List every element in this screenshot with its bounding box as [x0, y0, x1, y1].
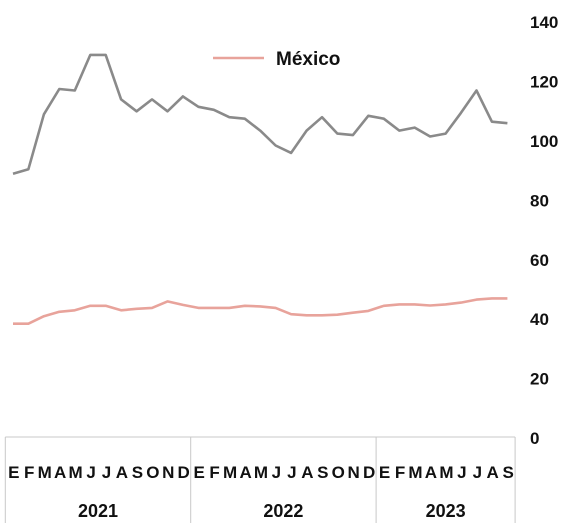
x-tick-label: N	[162, 463, 174, 482]
series-layer	[12, 53, 508, 326]
y-tick-label: 120	[530, 73, 558, 92]
x-tick-label: A	[54, 463, 66, 482]
x-tick-label: A	[301, 463, 313, 482]
x-tick-label: M	[223, 463, 237, 482]
x-tick-label: S	[503, 463, 514, 482]
x-tick-label: D	[178, 463, 190, 482]
x-tick-label: N	[348, 463, 360, 482]
x-tick-label: A	[239, 463, 251, 482]
x-tick-label: F	[395, 463, 405, 482]
x-tick-label: S	[317, 463, 328, 482]
x-tick-label: J	[457, 463, 466, 482]
y-tick-label: 100	[530, 132, 558, 151]
series-line-unnamed-0	[12, 53, 508, 175]
x-tick-label: J	[473, 463, 482, 482]
x-year-label: 2022	[263, 501, 303, 521]
x-tick-label: M	[69, 463, 83, 482]
x-tick-label: M	[38, 463, 52, 482]
legend-label-mexico: México	[276, 49, 340, 70]
x-tick-label: O	[332, 463, 345, 482]
x-tick-label: F	[209, 463, 219, 482]
x-tick-label: J	[86, 463, 95, 482]
x-tick-label: M	[439, 463, 453, 482]
y-tick-label: 140	[530, 13, 558, 32]
x-year-label: 2023	[426, 501, 466, 521]
x-tick-label: S	[132, 463, 143, 482]
x-tick-label: D	[363, 463, 375, 482]
x-tick-label: E	[8, 463, 19, 482]
x-tick-label: A	[425, 463, 437, 482]
y-tick-label: 20	[530, 370, 549, 389]
y-tick-label: 40	[530, 310, 549, 329]
x-tick-label: J	[272, 463, 281, 482]
x-tick-label: M	[254, 463, 268, 482]
x-year-label: 2021	[78, 501, 118, 521]
series-line-m-xico	[13, 297, 508, 326]
x-tick-label: J	[102, 463, 111, 482]
y-axis: 0 20 40 60 80 100 120 140	[530, 13, 558, 448]
x-tick-label: A	[487, 463, 499, 482]
x-tick-label: J	[287, 463, 296, 482]
x-tick-label: M	[408, 463, 422, 482]
y-tick-label: 0	[530, 429, 539, 448]
y-tick-label: 80	[530, 191, 549, 210]
x-tick-label: O	[146, 463, 159, 482]
x-tick-label: E	[379, 463, 390, 482]
x-tick-label: F	[24, 463, 34, 482]
x-tick-label: A	[116, 463, 128, 482]
y-tick-label: 60	[530, 251, 549, 270]
x-tick-label: E	[194, 463, 205, 482]
legend: México	[213, 49, 340, 70]
